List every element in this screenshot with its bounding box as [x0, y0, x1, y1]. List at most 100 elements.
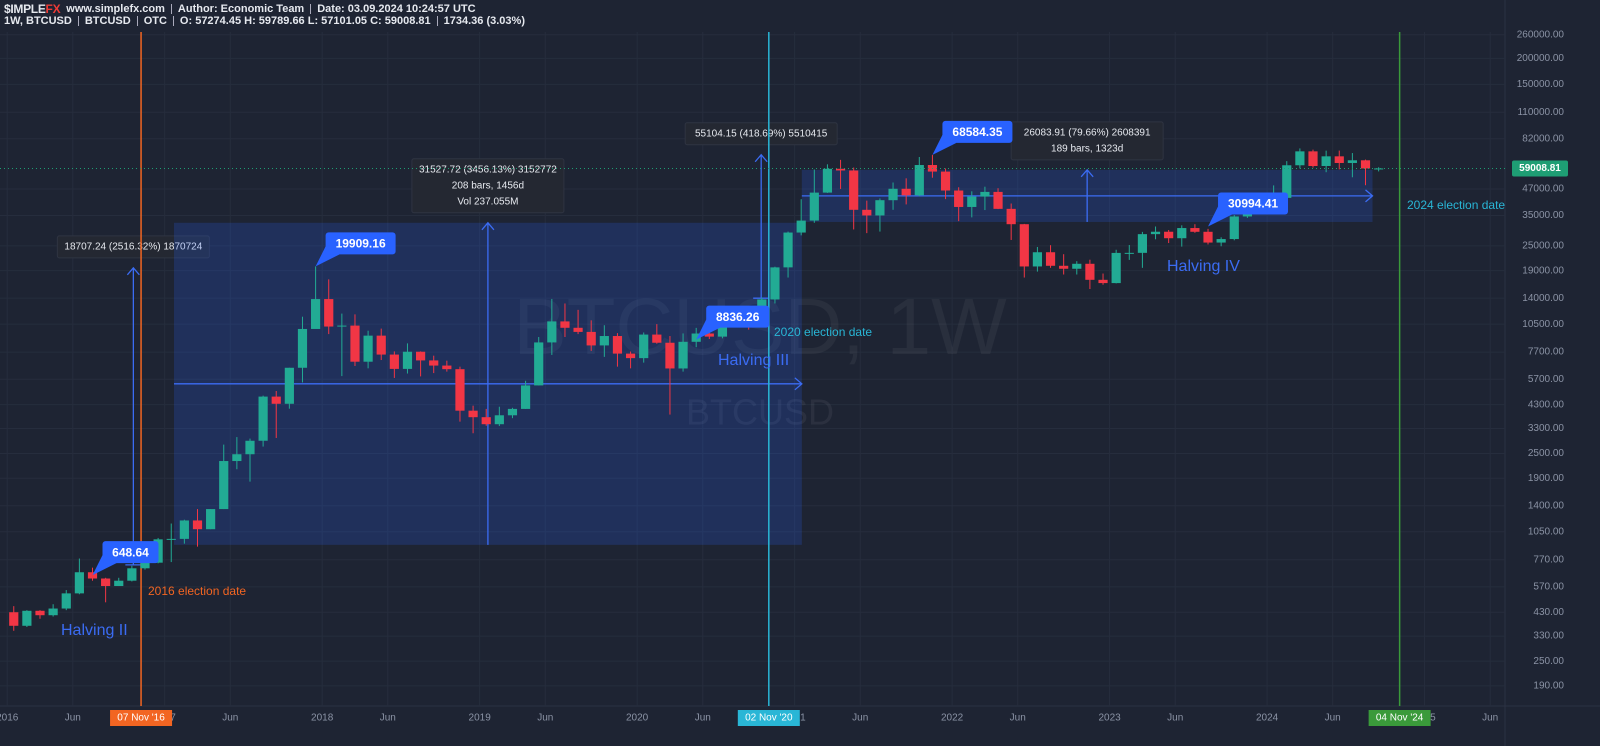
- candle-body: [468, 410, 478, 418]
- candle-body: [429, 360, 439, 366]
- event-date-box: [1368, 710, 1431, 726]
- candle-body: [455, 369, 465, 411]
- header-item: BTCUSD: [84, 15, 131, 27]
- measure-arrowhead: [1365, 189, 1374, 203]
- y-tick-label: 570.00: [1533, 581, 1564, 592]
- header-line-2: 1W, BTCUSD BTCUSD OTC O: 57274.45 H: 597…: [4, 15, 525, 27]
- annotation: Halving IV: [1167, 258, 1240, 275]
- measure-arrowhead: [481, 221, 495, 231]
- event-date-box: [737, 710, 800, 726]
- y-tick-label: 4300.00: [1528, 399, 1565, 410]
- candle-body: [1203, 231, 1213, 243]
- measure-label: Vol 237.055M: [457, 196, 518, 207]
- candle-body: [954, 190, 964, 207]
- candle-body: [297, 328, 308, 368]
- candle-body: [652, 334, 662, 343]
- candle-body: [1321, 156, 1331, 166]
- callout-box: [1218, 192, 1289, 215]
- header-item: 1W, BTCUSD: [4, 15, 72, 27]
- candle-body: [402, 351, 413, 369]
- measure-arrowhead: [126, 266, 140, 276]
- callout-box: [706, 305, 770, 328]
- candle-body: [1177, 228, 1187, 239]
- x-tick-label: Jun: [695, 713, 711, 724]
- candle-body: [35, 610, 45, 616]
- candle-body: [363, 335, 373, 362]
- candle-body: [192, 520, 203, 530]
- x-tick-label: Jun: [1482, 713, 1498, 724]
- candle-body: [350, 325, 360, 362]
- y-tick-label: 1900.00: [1528, 473, 1565, 484]
- measure-arrowhead: [1080, 168, 1094, 178]
- candle-body: [1019, 224, 1029, 267]
- y-tick-label: 110000.00: [1517, 107, 1564, 118]
- candle-body: [783, 232, 793, 268]
- annotation: Halving II: [61, 622, 128, 639]
- y-tick-label: 1050.00: [1528, 526, 1565, 537]
- event-text: 2024 election date: [1407, 198, 1505, 212]
- candle-body: [980, 191, 990, 197]
- callout-label: 648.64: [112, 545, 149, 559]
- candle-body: [704, 333, 714, 337]
- y-tick-label: 3300.00: [1528, 423, 1565, 434]
- x-tick-label: 2020: [626, 713, 649, 724]
- x-tick-label: 2022: [941, 713, 964, 724]
- candle-body: [416, 351, 426, 361]
- y-tick-label: 250.00: [1533, 656, 1564, 667]
- candle-body: [625, 353, 636, 359]
- candle-body: [770, 267, 780, 300]
- x-tick-label: Jun: [852, 713, 868, 724]
- y-tick-label: 190.00: [1533, 681, 1564, 692]
- callout-box: [942, 120, 1013, 143]
- candle-body: [1111, 252, 1121, 284]
- candle-body: [573, 327, 583, 332]
- candle-body: [337, 325, 347, 327]
- x-tick-label: 2018: [311, 713, 334, 724]
- header-item: 1734.36 (3.03%): [443, 15, 525, 27]
- candle-body: [1347, 160, 1357, 163]
- y-tick-label: 19000.00: [1522, 265, 1564, 276]
- x-tick-label: 2019: [469, 713, 492, 724]
- candle-body: [179, 520, 189, 539]
- candle-body: [1164, 231, 1174, 239]
- candle-body: [822, 168, 833, 193]
- measure-arrowhead: [754, 153, 768, 163]
- x-tick-label: Jun: [380, 713, 396, 724]
- candle-body: [87, 572, 98, 579]
- candle-body: [1072, 263, 1082, 269]
- candle-body: [9, 612, 19, 626]
- logo: $IMPLEFX: [4, 2, 61, 16]
- y-tick-label: 10500.00: [1522, 319, 1564, 330]
- logo-text: $IMPLE: [4, 2, 46, 16]
- header-item: OTC: [143, 15, 167, 27]
- header-line-1: $IMPLEFX www.simplefx.com Author: Econom…: [4, 2, 476, 16]
- candle-body: [311, 299, 321, 329]
- x-tick-label: Jun: [1325, 713, 1341, 724]
- header-item: Date: 03.09.2024 10:24:57 UTC: [317, 3, 476, 15]
- y-tick-label: 200000.00: [1517, 53, 1565, 64]
- header-item: O: 57274.45 H: 59789.66 L: 57101.05 C: 5…: [179, 15, 431, 27]
- x-tick-label: Jun: [1167, 713, 1183, 724]
- measure-label: 55104.15 (418.69%) 5510415: [695, 128, 828, 139]
- candle-body: [849, 170, 859, 210]
- candle-body: [481, 417, 491, 425]
- candle-body: [442, 365, 452, 370]
- y-tick-label: 35000.00: [1522, 210, 1564, 221]
- candle-body: [324, 299, 334, 327]
- candle-body: [875, 200, 885, 216]
- candle-body: [74, 572, 84, 594]
- y-tick-label: 25000.00: [1522, 241, 1564, 252]
- candle-body: [901, 188, 911, 196]
- candle-body: [796, 220, 806, 233]
- x-tick-label: Jun: [537, 713, 553, 724]
- candle-body: [888, 188, 898, 201]
- candle-body: [1150, 231, 1161, 235]
- measure-label: 18707.24 (2516.32%) 1870724: [64, 241, 202, 252]
- candle-body: [48, 608, 58, 616]
- candle-body: [520, 385, 531, 409]
- candle-body: [206, 509, 216, 530]
- candle-body: [232, 454, 242, 462]
- candle-body: [1190, 228, 1200, 232]
